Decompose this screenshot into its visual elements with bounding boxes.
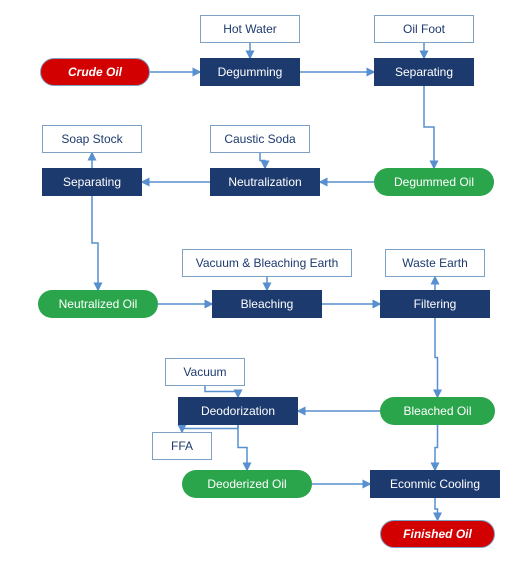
node-hot-water: Hot Water [200, 15, 300, 43]
edge-vacuum-to-deodorization [205, 386, 238, 397]
edge-deodorization-to-deoderized-oil [238, 425, 247, 470]
edge-caustic-soda-to-neutralization [260, 153, 265, 168]
node-finished-oil: Finished Oil [380, 520, 495, 548]
node-econmic-cooling: Econmic Cooling [370, 470, 500, 498]
edge-bleached-oil-to-econmic-cooling [435, 425, 438, 470]
node-bleached-oil: Bleached Oil [380, 397, 495, 425]
edge-filtering-to-bleached-oil [435, 318, 438, 397]
node-filtering: Filtering [380, 290, 490, 318]
node-caustic-soda: Caustic Soda [210, 125, 310, 153]
node-degumming: Degumming [200, 58, 300, 86]
edge-econmic-cooling-to-finished-oil [435, 498, 438, 520]
node-neutralization: Neutralization [210, 168, 320, 196]
node-neutralized-oil: Neutralized Oil [38, 290, 158, 318]
node-oil-foot: Oil Foot [374, 15, 474, 43]
node-ffa: FFA [152, 432, 212, 460]
node-soap-stock: Soap Stock [42, 125, 142, 153]
node-vacuum: Vacuum [165, 358, 245, 386]
edge-separating1-to-degummed-oil [424, 86, 434, 168]
node-degummed-oil: Degummed Oil [374, 168, 494, 196]
edge-separating2-to-neutralized-oil [92, 196, 98, 290]
node-vacuum-bleach: Vacuum & Bleaching Earth [182, 249, 352, 277]
node-separating1: Separating [374, 58, 474, 86]
flowchart-canvas: Crude Oil Hot Water Degumming Oil Foot Separ… [0, 0, 528, 572]
node-crude-oil: Crude Oil [40, 58, 150, 86]
node-waste-earth: Waste Earth [385, 249, 485, 277]
node-bleaching: Bleaching [212, 290, 322, 318]
node-deodorization: Deodorization [178, 397, 298, 425]
edge-deodorization-to-ffa [182, 425, 238, 432]
node-separating2: Separating [42, 168, 142, 196]
node-deoderized-oil: Deoderized Oil [182, 470, 312, 498]
